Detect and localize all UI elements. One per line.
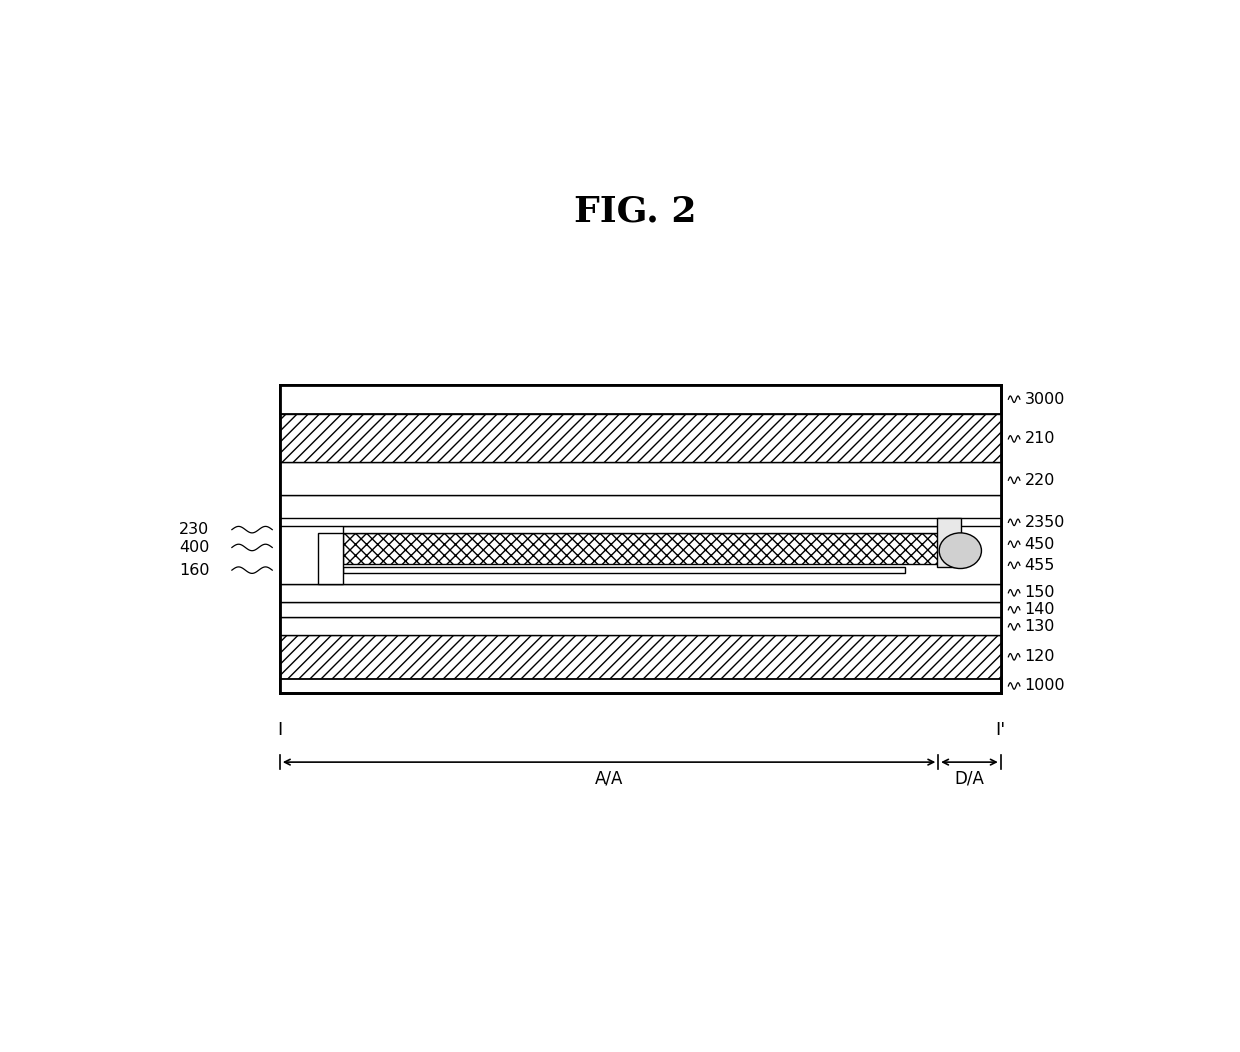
Bar [280,385,1001,693]
Bar [937,519,961,567]
Text: 3000: 3000 [1024,391,1065,407]
Bar [280,618,1001,635]
Text: A/A: A/A [595,769,624,787]
Text: 160: 160 [179,563,210,578]
Text: 120: 120 [1024,649,1055,664]
Text: 140: 140 [1024,603,1055,618]
Bar [280,584,1001,602]
Bar [280,463,1001,494]
Text: 230: 230 [179,522,210,538]
Text: 455: 455 [1024,558,1055,572]
Bar [280,494,1001,584]
Bar [343,533,939,564]
Text: 2350: 2350 [1024,514,1065,530]
Text: 210: 210 [1024,431,1055,446]
Text: I: I [278,721,283,739]
Text: 450: 450 [1024,537,1055,551]
Text: FIG. 2: FIG. 2 [574,195,697,228]
Text: 150: 150 [1024,585,1055,601]
Bar [280,413,1001,463]
Text: 130: 130 [1024,620,1055,634]
Text: 220: 220 [1024,472,1055,488]
Text: 400: 400 [179,540,210,555]
Bar [280,602,1001,618]
Bar [343,567,905,573]
Bar [319,533,343,584]
Text: I': I' [996,721,1006,739]
Text: D/A: D/A [955,769,985,787]
Text: 1000: 1000 [1024,679,1065,693]
Bar [280,519,1001,526]
Circle shape [939,533,982,568]
Bar [280,679,1001,693]
Bar [280,635,1001,679]
Bar [343,526,939,533]
Bar [280,385,1001,413]
